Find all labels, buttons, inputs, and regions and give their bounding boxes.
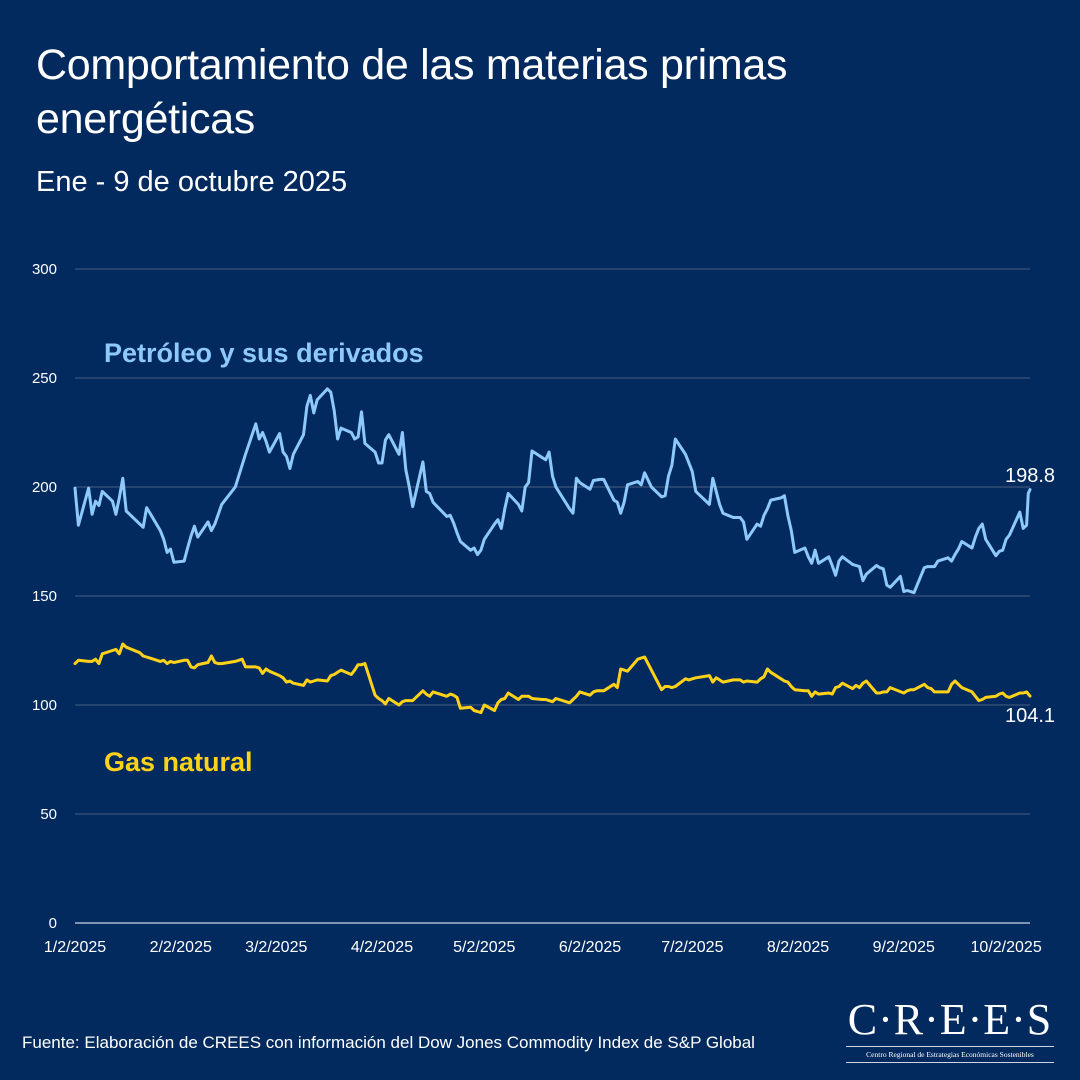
y-tick-label: 50	[40, 806, 57, 823]
y-tick-label: 100	[32, 697, 57, 714]
y-tick-label: 200	[32, 479, 57, 496]
x-tick-label: 3/2/2025	[245, 939, 307, 956]
x-tick-label: 5/2/2025	[453, 939, 515, 956]
x-tick-label: 1/2/2025	[44, 939, 106, 956]
series-label-gas: Gas natural	[104, 747, 253, 777]
end-label-petroleo: 198.8	[1005, 465, 1055, 487]
x-tick-label: 7/2/2025	[661, 939, 723, 956]
x-tick-label: 2/2/2025	[150, 939, 212, 956]
series-line-petroleo	[73, 387, 1032, 595]
logo-divider	[846, 1046, 1054, 1047]
x-tick-label: 8/2/2025	[767, 939, 829, 956]
series-label-petroleo: Petróleo y sus derivados	[104, 338, 424, 368]
crees-logo: C·R·E·E·S Centro Regional de Estrategias…	[842, 996, 1058, 1065]
series-line-gas	[73, 642, 1032, 715]
source-note: Fuente: Elaboración de CREES con informa…	[22, 1033, 755, 1052]
x-tick-label: 4/2/2025	[351, 939, 413, 956]
x-axis-ticks: 1/2/2025 2/2/2025 3/2/2025 4/2/2025 5/2/2025…	[44, 939, 1042, 956]
end-label-gas: 104.1	[1005, 705, 1055, 727]
chart-subtitle: Ene - 9 de octubre 2025	[36, 166, 348, 198]
y-tick-label: 250	[32, 370, 57, 387]
logo-divider-bottom	[846, 1062, 1054, 1063]
y-tick-label: 0	[49, 915, 57, 932]
series-lines	[73, 387, 1032, 715]
x-tick-label: 9/2/2025	[873, 939, 935, 956]
chart-title: Comportamiento de las materias primas en…	[36, 41, 788, 143]
y-tick-label: 300	[32, 261, 57, 278]
x-tick-label: 10/2/2025	[971, 939, 1042, 956]
y-tick-label: 150	[32, 588, 57, 605]
y-axis-ticks: 0 50 100 150 200 250 300	[32, 261, 57, 932]
x-tick-label: 6/2/2025	[559, 939, 621, 956]
logo-wordmark: C·R·E·E·S	[847, 995, 1053, 1044]
logo-tagline: Centro Regional de Estrategias Económica…	[866, 1050, 1034, 1059]
